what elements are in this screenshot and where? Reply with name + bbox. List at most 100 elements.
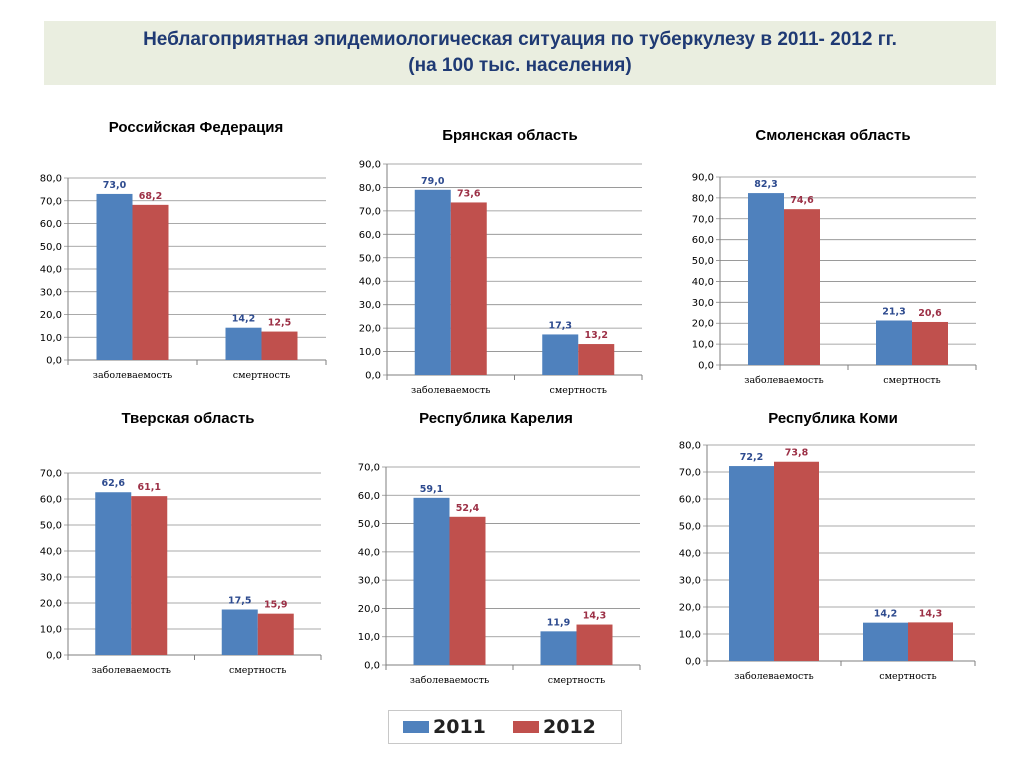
bar-2012-0 xyxy=(132,204,169,360)
legend-label-2012: 2012 xyxy=(543,716,596,738)
y-tick-label: 60,0 xyxy=(679,495,701,506)
data-label: 17,5 xyxy=(228,596,251,607)
chart-smolensk: 0,0 10,0 20,0 30,0 40,0 50,0 60,0 70,0 80,0 90,0 8… xyxy=(692,173,977,386)
chart-title-rf: Российская Федерация xyxy=(108,119,284,136)
y-tick-label: 40,0 xyxy=(679,549,701,560)
y-tick-label: 50,0 xyxy=(679,522,701,533)
bar-2011-0 xyxy=(95,492,132,655)
data-label: 74,6 xyxy=(790,195,814,206)
y-tick-label: 40,0 xyxy=(692,277,714,288)
y-tick-label: 70,0 xyxy=(679,468,701,479)
bar-2011-1 xyxy=(542,334,579,375)
data-label: 15,9 xyxy=(264,600,287,611)
data-label: 13,2 xyxy=(585,330,608,341)
y-tick-label: 0,0 xyxy=(364,661,380,672)
bar-2012-1 xyxy=(576,624,613,665)
y-tick-label: 70,0 xyxy=(40,196,62,207)
bar-2011-0 xyxy=(729,466,774,661)
y-tick-label: 60,0 xyxy=(40,495,62,506)
bar-2012-0 xyxy=(131,496,168,655)
y-tick-label: 0,0 xyxy=(698,361,714,372)
data-label: 21,3 xyxy=(882,307,905,318)
y-tick-label: 80,0 xyxy=(359,183,381,194)
y-tick-label: 60,0 xyxy=(40,219,62,230)
legend-label-2011: 2011 xyxy=(433,716,486,738)
y-tick-label: 30,0 xyxy=(40,573,62,584)
y-tick-label: 70,0 xyxy=(359,206,381,217)
category-label: заболеваемость xyxy=(93,370,172,381)
y-tick-label: 90,0 xyxy=(359,160,381,171)
y-tick-label: 0,0 xyxy=(46,651,62,662)
y-tick-label: 20,0 xyxy=(692,319,714,330)
bar-2012-1 xyxy=(257,613,294,655)
y-tick-label: 50,0 xyxy=(692,256,714,267)
y-tick-label: 30,0 xyxy=(40,287,62,298)
category-label: смертность xyxy=(233,370,290,381)
y-tick-label: 50,0 xyxy=(359,253,381,264)
slide-title: Неблагоприятная эпидемиологическая ситуа… xyxy=(143,29,897,50)
data-label: 59,1 xyxy=(420,484,443,495)
data-label: 11,9 xyxy=(547,617,570,628)
y-tick-label: 20,0 xyxy=(679,603,701,614)
y-tick-label: 50,0 xyxy=(40,521,62,532)
bar-2011-0 xyxy=(96,193,133,360)
chart-title-komi: Республика Коми xyxy=(768,410,898,427)
category-label: заболеваемость xyxy=(744,375,823,386)
y-tick-label: 50,0 xyxy=(40,242,62,253)
data-label: 52,4 xyxy=(456,503,480,514)
y-tick-label: 10,0 xyxy=(692,340,714,351)
chart-komi: 0,0 10,0 20,0 30,0 40,0 50,0 60,0 70,0 80,0 72,2 7… xyxy=(679,441,976,682)
y-tick-label: 10,0 xyxy=(358,632,380,643)
y-tick-label: 80,0 xyxy=(679,441,701,452)
y-tick-label: 40,0 xyxy=(40,265,62,276)
y-tick-label: 0,0 xyxy=(365,371,381,382)
y-tick-label: 50,0 xyxy=(358,519,380,530)
data-label: 14,2 xyxy=(232,314,255,325)
bar-2012-1 xyxy=(261,331,298,360)
bar-2012-0 xyxy=(449,516,486,665)
category-label: смертность xyxy=(229,665,286,676)
category-label: смертность xyxy=(550,385,607,396)
chart-bryansk: 0,0 10,0 20,0 30,0 40,0 50,0 60,0 70,0 80,0 90,0 7… xyxy=(359,160,643,396)
bar-2012-1 xyxy=(908,622,953,661)
slide-subtitle: (на 100 тыс. населения) xyxy=(408,55,632,76)
bar-2012-0 xyxy=(450,202,487,375)
legend: 2011 2012 xyxy=(388,710,622,744)
y-tick-label: 30,0 xyxy=(679,576,701,587)
y-tick-label: 80,0 xyxy=(692,193,714,204)
y-tick-label: 40,0 xyxy=(358,547,380,558)
data-label: 14,2 xyxy=(874,609,897,620)
category-label: заболеваемость xyxy=(92,665,171,676)
category-label: заболеваемость xyxy=(411,385,490,396)
y-tick-label: 40,0 xyxy=(359,277,381,288)
legend-swatch-2011 xyxy=(403,721,429,733)
bar-2011-1 xyxy=(540,631,577,665)
data-label: 73,6 xyxy=(457,188,481,199)
data-label: 61,1 xyxy=(138,482,161,493)
data-label: 12,5 xyxy=(268,318,291,329)
legend-swatch-2012 xyxy=(513,721,539,733)
category-label: заболеваемость xyxy=(734,671,813,682)
y-tick-label: 60,0 xyxy=(358,491,380,502)
chart-title-bryansk: Брянская область xyxy=(442,127,578,144)
data-label: 73,8 xyxy=(785,448,809,459)
y-tick-label: 20,0 xyxy=(359,324,381,335)
category-label: заболеваемость xyxy=(410,675,489,686)
slide-header: Неблагоприятная эпидемиологическая ситуа… xyxy=(44,21,996,85)
bar-2011-1 xyxy=(221,609,258,655)
chart-title-smolensk: Смоленская область xyxy=(755,127,911,144)
y-tick-label: 20,0 xyxy=(40,599,62,610)
bar-2012-0 xyxy=(784,209,820,365)
y-tick-label: 70,0 xyxy=(40,469,62,480)
category-label: смертность xyxy=(879,671,936,682)
y-tick-label: 70,0 xyxy=(358,463,380,474)
y-tick-label: 10,0 xyxy=(40,625,62,636)
bar-2012-1 xyxy=(578,344,615,375)
chart-karelia: 0,0 10,0 20,0 30,0 40,0 50,0 60,0 70,0 59,1 52,4 з… xyxy=(358,463,641,686)
bar-2012-0 xyxy=(774,461,819,661)
bar-2011-0 xyxy=(748,193,784,365)
y-tick-label: 30,0 xyxy=(358,576,380,587)
data-label: 79,0 xyxy=(421,176,445,187)
y-tick-label: 10,0 xyxy=(679,630,701,641)
category-label: смертность xyxy=(883,375,940,386)
